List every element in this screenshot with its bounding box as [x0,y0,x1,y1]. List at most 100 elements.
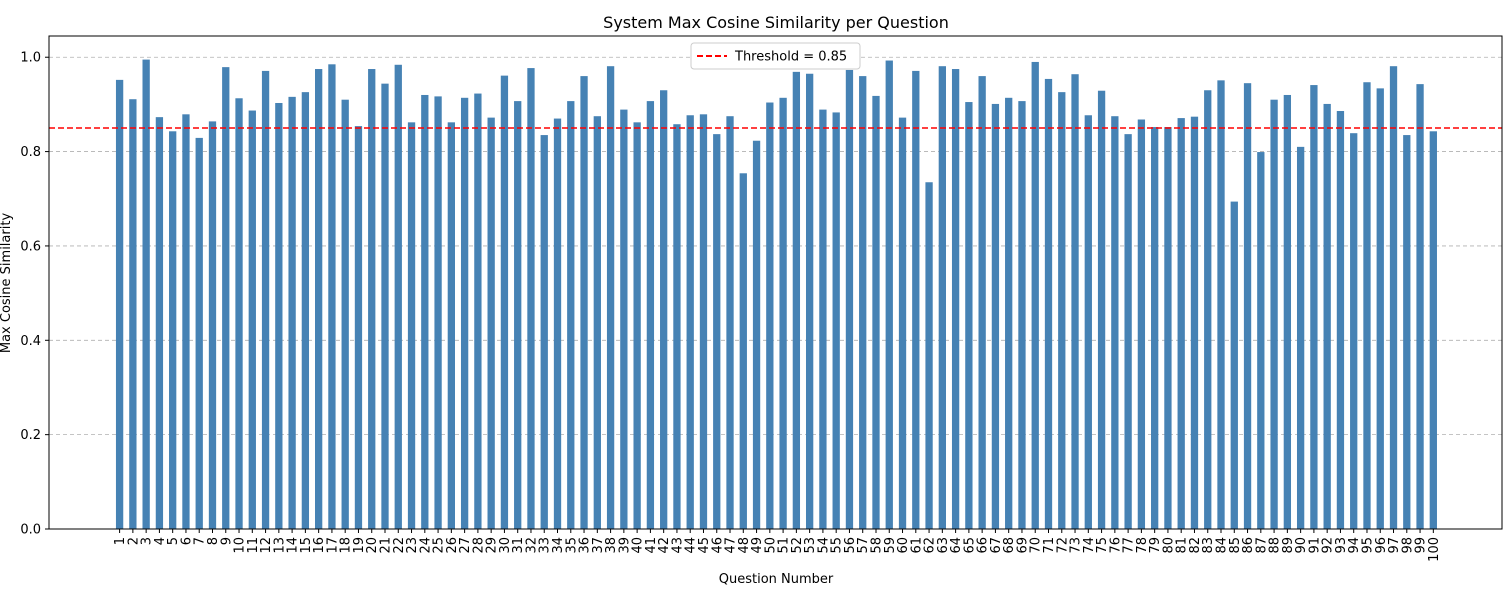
y-axis-title: Max Cosine Similarity [0,213,14,354]
y-tick-label: 0.4 [20,334,41,349]
x-tick-label: 67 [989,537,1004,554]
bar-q38 [606,66,615,529]
x-tick-label: 92 [1321,537,1336,554]
bar-q69 [1018,101,1026,529]
bar-q74 [1084,115,1092,529]
bar-q84 [1217,80,1225,530]
chart-title: System Max Cosine Similarity per Questio… [603,13,949,32]
bar-q53 [805,73,814,529]
x-tick-label: 56 [843,537,858,554]
x-tick-label: 23 [405,537,420,554]
bar-q14 [288,96,296,530]
x-tick-label: 8 [206,537,221,545]
x-tick-label: 78 [1135,537,1150,554]
x-tick-label: 76 [1108,537,1123,554]
x-tick-label: 42 [657,537,672,554]
bar-q46 [713,134,721,529]
x-tick-label: 68 [1002,537,1017,554]
legend-box [690,42,861,70]
bar-q88 [1270,99,1278,529]
x-tick-label: 37 [591,537,606,554]
bar-q100 [1429,131,1437,529]
x-tick-label: 86 [1241,537,1256,554]
x-tick-label: 44 [684,537,699,554]
x-tick-label: 85 [1228,537,1243,554]
bar-q86 [1243,83,1252,529]
x-tick-label: 97 [1387,537,1402,554]
bar-q55 [832,112,840,530]
bar-q56 [845,69,854,529]
bar-q63 [938,66,946,529]
x-tick-label: 30 [498,537,513,554]
x-tick-label: 14 [286,537,301,554]
x-tick-label: 99 [1414,537,1429,554]
bar-q76 [1111,116,1119,529]
bar-q31 [514,101,522,529]
bar-q22 [394,64,402,530]
bar-q34 [553,118,562,529]
x-tick-label: 4 [153,537,168,545]
bar-q19 [354,126,363,530]
bar-q96 [1376,88,1384,529]
x-tick-label: 74 [1082,537,1097,554]
bar-q6 [182,114,190,529]
bar-q51 [779,97,787,529]
x-tick-label: 26 [445,537,460,554]
x-tick-label: 80 [1161,537,1176,554]
x-tick-label: 54 [816,537,831,554]
x-tick-label: 89 [1281,537,1296,554]
bar-q73 [1071,74,1079,530]
x-tick-label: 72 [1055,537,1070,554]
x-tick-label: 53 [803,537,818,554]
x-tick-label: 1 [113,537,128,545]
x-tick-label: 3 [140,537,155,545]
x-tick-label: 51 [777,537,792,554]
x-tick-label: 34 [551,537,566,554]
bar-q98 [1403,135,1411,529]
bars [115,59,1437,530]
bar-q77 [1124,134,1132,529]
bar-q21 [381,83,389,529]
x-tick-label: 16 [312,537,327,554]
x-axis: 1234567891011121314151617181920212223242… [113,529,1442,562]
bar-q25 [434,96,442,530]
x-tick-label: 77 [1122,537,1137,554]
bar-q45 [699,114,708,529]
x-tick-label: 82 [1188,537,1203,554]
x-tick-label: 73 [1069,537,1084,554]
x-tick-label: 50 [763,537,778,554]
bar-q2 [129,99,137,529]
bar-q60 [898,117,907,529]
bar-q79 [1151,127,1159,530]
bar-q18 [341,99,349,529]
bar-q42 [660,90,668,529]
x-tick-label: 10 [233,537,248,554]
bar-q8 [208,121,217,529]
bar-q5 [169,131,177,529]
bar-q1 [115,79,124,530]
bar-q93 [1336,111,1345,530]
bar-q12 [261,70,270,529]
x-tick-label: 71 [1042,537,1057,554]
x-tick-label: 83 [1201,537,1216,554]
bar-q28 [474,93,482,530]
y-axis: 0.0 0.2 0.4 0.6 0.8 1.0 [20,51,49,538]
x-tick-label: 62 [923,537,938,554]
x-tick-label: 63 [936,537,951,554]
x-tick-label: 91 [1307,537,1322,554]
bar-q70 [1031,61,1039,530]
x-tick-label: 28 [471,537,486,554]
bar-q16 [315,69,323,529]
y-tick-label: 1.0 [20,51,41,66]
bar-q26 [447,122,455,529]
x-tick-label: 93 [1334,537,1349,554]
bar-q41 [646,101,655,529]
bar-q71 [1044,78,1053,530]
bar-q11 [248,110,256,530]
bar-q13 [275,102,283,529]
bar-q43 [673,124,681,529]
bar-q99 [1416,84,1424,529]
x-tick-label: 46 [710,537,725,554]
bar-q9 [222,67,230,529]
